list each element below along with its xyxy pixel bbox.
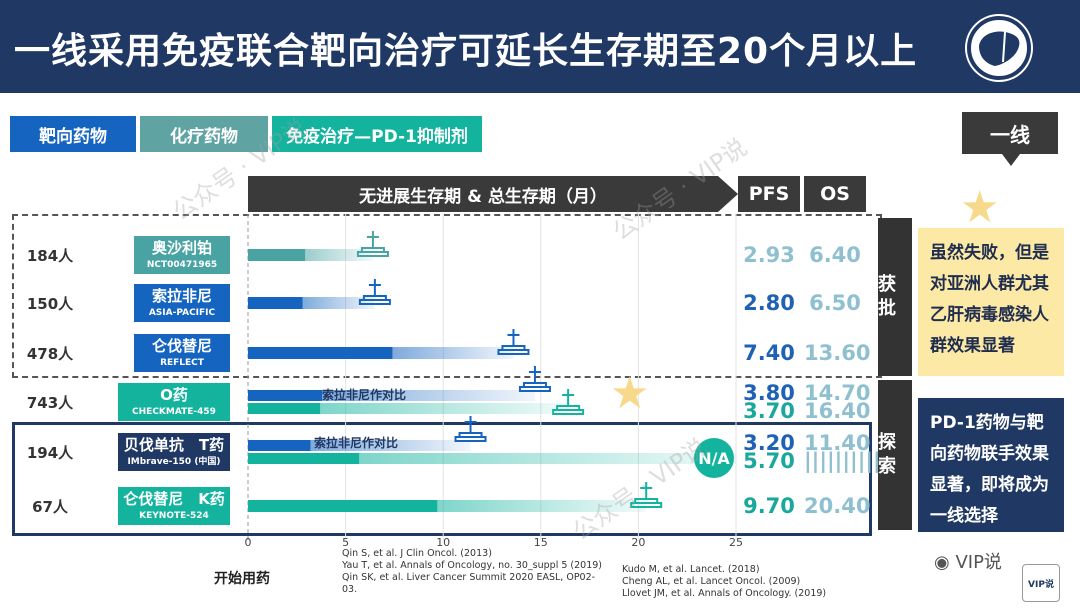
pfs-value: 3.70 — [743, 399, 795, 423]
banner-arrow — [248, 176, 738, 212]
first-line-tag: 一线 — [962, 112, 1058, 166]
os-header: OS — [804, 176, 866, 212]
os-value: 11.40 — [804, 431, 871, 455]
na-label: N/A — [698, 449, 730, 468]
pfs-value: 2.80 — [743, 291, 795, 315]
trial-name: ASIA-PACIFIC — [148, 308, 216, 318]
drug-label: 贝伐单抗 T药 IMbrave-150 (中国) — [118, 433, 230, 471]
explore-tag: 探索 — [878, 380, 912, 530]
pfs-value: 7.40 — [743, 341, 795, 365]
os-bar — [322, 390, 535, 401]
trial-name: IMbrave-150 (中国) — [127, 457, 221, 467]
star-icon: ★ — [610, 368, 650, 419]
population-count: 478人 — [20, 338, 80, 368]
population-count: 194人 — [20, 437, 80, 467]
drug-label: 奥沙利铂 NCT00471965 — [134, 236, 230, 274]
x-tick-label: 10 — [436, 536, 450, 549]
trial-name: NCT00471965 — [146, 260, 218, 270]
comparator-label: 索拉非尼作对比 — [322, 387, 406, 402]
death-cross-icon — [358, 279, 391, 305]
approved-tag: 获批 — [878, 218, 912, 376]
os-value: 13.60 — [804, 341, 871, 365]
x-tick-label: 20 — [631, 536, 645, 549]
page-title: 一线采用免疫联合靶向治疗可延长生存期至20个月以上 — [14, 31, 918, 72]
pfs-value: 3.80 — [743, 381, 795, 405]
death-cross-icon — [356, 231, 389, 257]
os-value: 14.70 — [804, 381, 871, 405]
x-tick-label: 25 — [729, 536, 743, 549]
drug-name: 贝伐单抗 T药 — [123, 436, 225, 454]
os-bar — [310, 440, 471, 451]
drug-name: 奥沙利铂 — [151, 239, 212, 257]
os-value: |||||||||| — [804, 449, 881, 473]
pfs-header: PFS — [738, 176, 800, 212]
references-right: Kudo M, et al. Lancet. (2018) Cheng AL, … — [622, 564, 827, 599]
pfs-bar — [248, 500, 438, 512]
axis-start-label: 开始用药 — [214, 571, 270, 587]
references-left: Qin S, et al. J Clin Oncol. (2013) Yau T… — [342, 548, 603, 595]
drug-label: 索拉非尼 ASIA-PACIFIC — [134, 284, 230, 322]
wechat-icon: ◉ — [934, 552, 950, 573]
death-cross-icon — [630, 482, 663, 508]
header-bar — [0, 0, 1080, 93]
liver-logo-icon — [965, 14, 1033, 82]
os-value: 6.40 — [809, 243, 861, 267]
population-count: 67人 — [20, 491, 80, 521]
legend-chemo: 化疗药物 — [140, 116, 268, 152]
star-icon: ★ — [960, 182, 1000, 233]
footer-brand: ◉ VIP说 — [934, 552, 1002, 573]
death-cross-icon — [518, 366, 551, 392]
population-count: 184人 — [20, 240, 80, 270]
drug-name: 索拉非尼 — [151, 287, 212, 305]
pfs-value: 2.93 — [743, 243, 795, 267]
chart-banner-text: 无进展生存期 & 总生存期（月） — [359, 186, 607, 207]
drug-name: 仑伐替尼 K药 — [123, 490, 225, 508]
explore-note: PD-1药物与靶向药物联手效果显著，即将成为一线选择 — [918, 398, 1064, 532]
pfs-value: 3.20 — [743, 431, 795, 455]
trial-name: REFLECT — [160, 358, 204, 368]
pfs-bar — [248, 440, 311, 451]
pfs-bar — [248, 347, 393, 359]
death-cross-icon — [497, 329, 530, 355]
death-cross-icon — [454, 416, 487, 442]
approved-note: 虽然失败，但是对亚洲人群尤其乙肝病毒感染人群效果显著 — [918, 228, 1064, 376]
population-count: 743人 — [20, 387, 80, 417]
death-cross-icon — [552, 389, 585, 415]
small-logo: VIP说 — [1022, 564, 1060, 602]
pfs-value: 5.70 — [743, 449, 795, 473]
os-value: 6.50 — [809, 291, 861, 315]
drug-name: O药 — [160, 386, 188, 404]
comparator-label: 索拉非尼作对比 — [314, 435, 398, 450]
pfs-bar — [248, 249, 306, 261]
os-bar — [437, 500, 647, 512]
pfs-bar — [248, 453, 360, 464]
drug-name: 仑伐替尼 — [151, 337, 212, 355]
population-count: 150人 — [20, 288, 80, 318]
os-value: 16.40 — [804, 399, 871, 423]
pfs-bar — [248, 403, 321, 414]
x-tick-label: 0 — [245, 536, 252, 549]
os-bar — [305, 249, 373, 261]
os-bar — [302, 297, 375, 309]
pfs-bar — [248, 390, 323, 401]
os-bar — [392, 347, 514, 359]
legend-targeted: 靶向药物 — [10, 116, 136, 152]
os-bar — [359, 453, 736, 464]
legend-immuno: 免疫治疗—PD-1抑制剂 — [272, 116, 482, 152]
drug-label: 仑伐替尼 K药 KEYNOTE-524 — [118, 487, 230, 525]
trial-name: KEYNOTE-524 — [139, 511, 209, 521]
drug-label: 仑伐替尼 REFLECT — [134, 334, 230, 372]
os-value: 20.40 — [804, 494, 871, 518]
pfs-value: 9.70 — [743, 494, 795, 518]
trial-name: CHECKMATE-459 — [132, 407, 216, 417]
drug-label: O药 CHECKMATE-459 — [118, 383, 230, 421]
os-bar — [320, 403, 569, 414]
explore-group-frame — [12, 422, 872, 536]
x-tick-label: 5 — [342, 536, 349, 549]
na-badge — [694, 438, 734, 478]
pfs-bar — [248, 297, 303, 309]
x-tick-label: 15 — [534, 536, 548, 549]
